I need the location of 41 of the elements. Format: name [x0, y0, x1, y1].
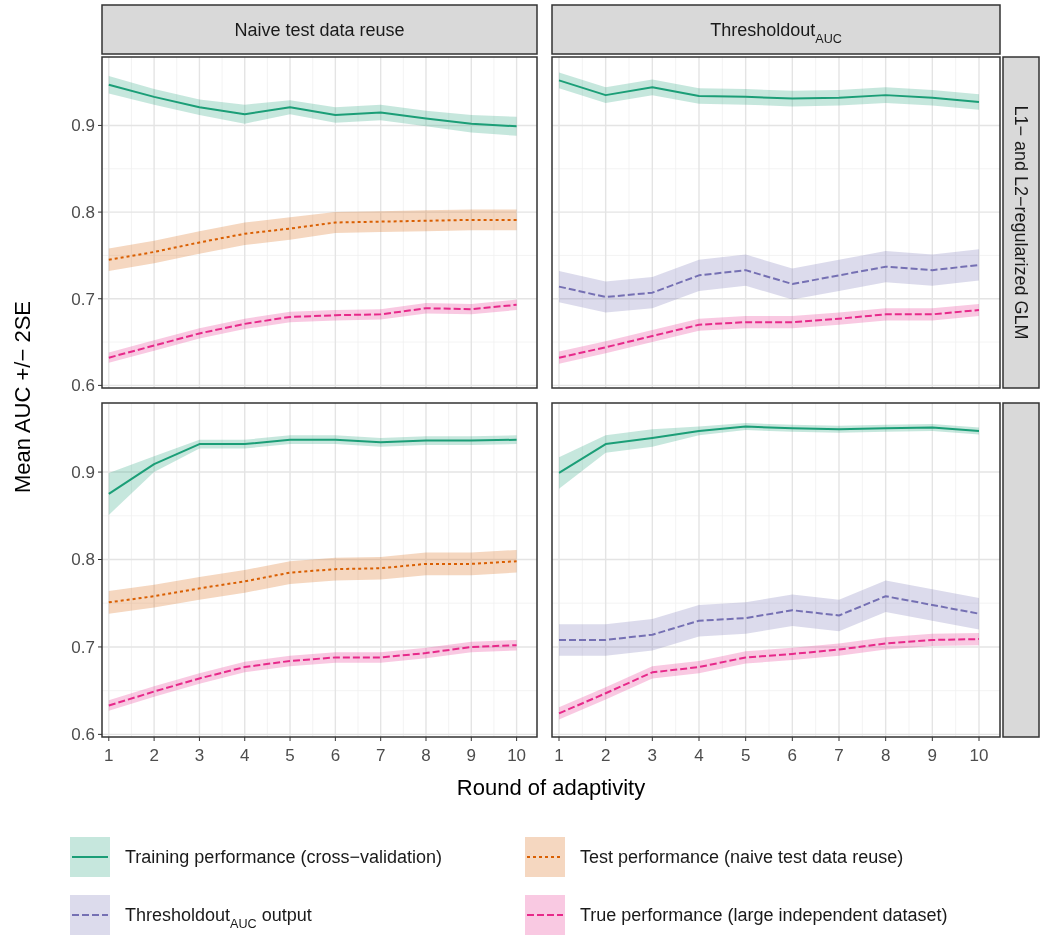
x-tick-label: 1 — [554, 746, 564, 765]
x-tick-label: 7 — [375, 746, 386, 765]
legend-label: Training performance (cross−validation) — [125, 847, 442, 868]
x-tick-label: 4 — [240, 746, 250, 765]
line-series — [107, 83, 518, 128]
y-tick-label: 0.9 — [71, 116, 95, 136]
x-axis-title: Round of adaptivity — [456, 775, 646, 800]
legend-label: True performance (large independent dataset) — [580, 905, 948, 926]
x-tick-label: 2 — [149, 746, 159, 765]
x-tick-label: 5 — [740, 746, 751, 765]
chart-title: Thresholdout$_{AUC}$ — [710, 19, 842, 46]
y-tick-label: 0.9 — [71, 463, 95, 483]
x-tick-label: 6 — [787, 746, 798, 765]
line-series — [107, 218, 518, 261]
text: L1− and L2−regularized GLM — [1010, 105, 1031, 340]
legend-label: Thresholdout$_{AUC}$ output — [125, 905, 312, 932]
x-tick-label: 3 — [647, 746, 658, 765]
y-tick-label: 0.7 — [71, 289, 95, 309]
y-tick-label: 0.6 — [71, 725, 95, 745]
x-tick-label: 9 — [927, 746, 938, 765]
y-tick-label: 0.7 — [71, 637, 95, 657]
x-tick-label: 8 — [880, 746, 891, 765]
x-tick-label: 4 — [694, 746, 704, 765]
chart-title: Naive test data reuse — [234, 19, 405, 40]
x-tick-label: 8 — [421, 746, 431, 765]
y-tick-label: 0.8 — [71, 203, 95, 223]
x-tick-label: 3 — [194, 746, 205, 765]
y-tick-label: 0.6 — [71, 376, 95, 396]
x-tick-label: 5 — [285, 746, 295, 765]
x-tick-label: 10 — [969, 746, 989, 765]
x-tick-label: 6 — [330, 746, 341, 765]
x-tick-label: 9 — [466, 746, 477, 765]
x-tick-label: 10 — [507, 746, 527, 765]
y-tick-label: 0.8 — [71, 550, 95, 570]
y-axis-title: Mean AUC +/− 2SE — [10, 301, 35, 493]
line-series — [107, 438, 518, 495]
legend-label: Test performance (naive test data reuse) — [580, 847, 904, 868]
x-tick-label: 2 — [600, 746, 611, 765]
x-tick-label: 1 — [104, 746, 114, 765]
line-series — [107, 560, 518, 604]
x-tick-label: 7 — [834, 746, 844, 765]
